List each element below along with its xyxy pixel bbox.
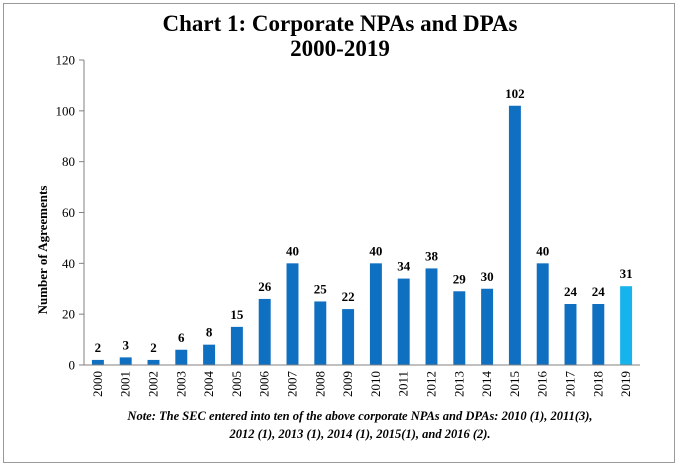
chart-note-line-2: 2012 (1), 2013 (1), 2014 (1), 2015(1), a… <box>228 427 490 441</box>
y-tick-label: 60 <box>62 205 75 220</box>
value-label-2016: 40 <box>536 243 549 258</box>
bar-2009 <box>342 309 355 365</box>
bar-2010 <box>369 263 382 365</box>
value-label-2013: 29 <box>453 271 467 286</box>
x-tick-label-2015: 2015 <box>507 371 522 397</box>
bar-2001 <box>119 357 132 365</box>
x-tick-label-2013: 2013 <box>451 371 466 397</box>
bar-2000 <box>91 359 104 365</box>
y-tick-label: 20 <box>62 307 75 322</box>
x-tick-label-2003: 2003 <box>173 371 188 397</box>
value-label-2007: 40 <box>286 243 299 258</box>
bar-2017 <box>564 304 577 365</box>
x-tick-label-2001: 2001 <box>118 371 133 397</box>
chart-title-line-2: 2000-2019 <box>290 36 390 61</box>
bar-2015 <box>508 105 521 365</box>
x-tick-label-2017: 2017 <box>563 371 578 398</box>
bar-2011 <box>397 278 410 365</box>
bar-2013 <box>453 291 466 365</box>
value-label-2008: 25 <box>314 281 328 296</box>
y-axis-label: Number of Agreements <box>35 186 50 315</box>
x-tick-label-2011: 2011 <box>396 371 411 397</box>
y-axis-ticks: 0 20 40 60 80 100 120 <box>56 53 84 373</box>
value-label-2019: 31 <box>620 266 633 281</box>
chart-frame <box>3 3 675 463</box>
value-label-2010: 40 <box>369 243 382 258</box>
bar-2003 <box>175 349 188 365</box>
bar-2019 <box>620 286 633 365</box>
x-tick-label-2000: 2000 <box>90 371 105 397</box>
x-tick-label-2018: 2018 <box>590 371 605 397</box>
value-label-2005: 15 <box>230 307 244 322</box>
x-tick-label-2014: 2014 <box>479 370 494 397</box>
value-label-2001: 3 <box>122 337 129 352</box>
value-label-2000: 2 <box>95 340 102 355</box>
value-label-2014: 30 <box>481 269 494 284</box>
value-label-2017: 24 <box>564 284 578 299</box>
bar-2006 <box>258 298 271 365</box>
bar-2007 <box>286 263 299 365</box>
bar-2016 <box>536 263 549 365</box>
chart-note-line-1: Note: The SEC entered into ten of the ab… <box>126 409 592 423</box>
y-tick-label: 80 <box>62 154 75 169</box>
bar-2018 <box>592 304 605 365</box>
x-tick-label-2019: 2019 <box>618 371 633 397</box>
value-label-2012: 38 <box>425 248 439 263</box>
value-label-2009: 22 <box>342 289 355 304</box>
x-tick-label-2016: 2016 <box>535 371 550 398</box>
y-tick-label: 100 <box>56 103 76 118</box>
x-tick-label-2004: 2004 <box>201 371 216 398</box>
value-label-2011: 34 <box>397 259 411 274</box>
bar-2012 <box>425 268 438 365</box>
y-tick-label: 120 <box>56 53 76 68</box>
x-tick-label-2012: 2012 <box>424 371 439 397</box>
bars-group <box>91 105 633 365</box>
bar-2004 <box>203 344 216 365</box>
x-tick-label-2007: 2007 <box>285 371 300 398</box>
chart-title-line-1: Chart 1: Corporate NPAs and DPAs <box>163 11 518 36</box>
bar-2002 <box>147 359 160 365</box>
value-label-2002: 2 <box>150 340 157 355</box>
x-tick-label-2009: 2009 <box>340 371 355 397</box>
value-label-2015: 102 <box>505 86 525 101</box>
bar-2014 <box>481 288 494 365</box>
x-tick-label-2002: 2002 <box>146 371 161 397</box>
x-tick-label-2008: 2008 <box>312 371 327 397</box>
x-tick-label-2005: 2005 <box>229 371 244 397</box>
y-tick-label: 0 <box>69 358 76 373</box>
x-tick-label-2010: 2010 <box>368 371 383 397</box>
value-label-2004: 8 <box>206 325 213 340</box>
bar-2008 <box>314 301 327 365</box>
bar-2005 <box>230 326 243 365</box>
x-tick-label-2006: 2006 <box>257 371 272 398</box>
value-label-2006: 26 <box>258 279 272 294</box>
value-label-2018: 24 <box>592 284 606 299</box>
value-label-2003: 6 <box>178 330 185 345</box>
x-axis-ticks: 2000 2001 2002 2003 2004 2005 2006 2007 2008 2009… <box>90 370 633 397</box>
y-tick-label: 40 <box>62 256 75 271</box>
